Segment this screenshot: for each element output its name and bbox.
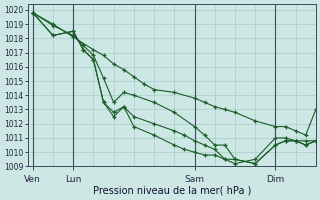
X-axis label: Pression niveau de la mer( hPa ): Pression niveau de la mer( hPa ) [92, 186, 251, 196]
